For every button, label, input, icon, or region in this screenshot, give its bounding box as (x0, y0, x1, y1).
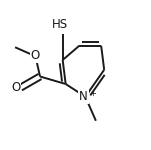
Text: N: N (79, 90, 88, 103)
Text: +: + (89, 88, 96, 98)
Text: O: O (31, 49, 40, 62)
Text: O: O (11, 81, 21, 94)
Text: HS: HS (52, 18, 68, 31)
